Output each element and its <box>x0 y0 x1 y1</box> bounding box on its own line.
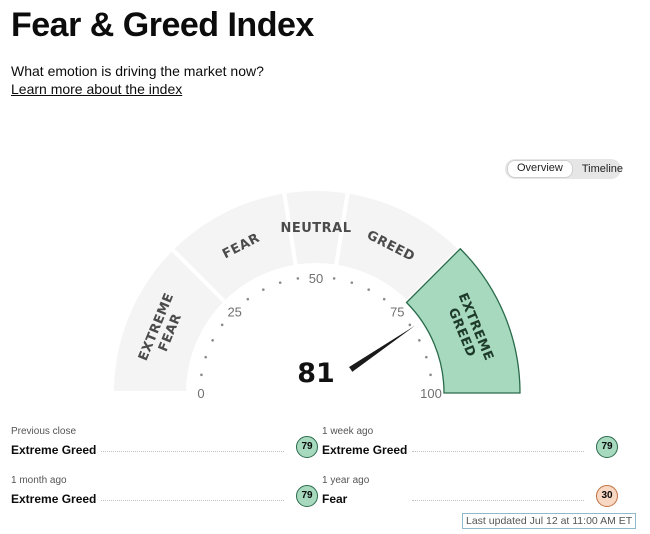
tick-label-25: 25 <box>227 305 241 320</box>
tick-dot <box>220 323 224 327</box>
zone-label-neutral: NEUTRAL <box>280 221 351 236</box>
gauge-hub <box>274 351 358 420</box>
tick-dot <box>408 323 412 327</box>
stat-label: 1 month ago <box>11 475 67 486</box>
tick-dot <box>332 277 336 280</box>
page-title: Fear & Greed Index <box>11 6 314 44</box>
dotted-leader <box>101 500 284 501</box>
stat-value: Extreme Greed <box>11 443 97 457</box>
stat-value: Extreme Greed <box>322 443 408 457</box>
page-subtitle: What emotion is driving the market now? <box>11 63 264 79</box>
tick-dot <box>418 339 421 342</box>
score-badge: 79 <box>596 436 618 458</box>
tick-dot <box>246 297 250 301</box>
tick-dot <box>367 288 370 291</box>
stat-label: Previous close <box>11 426 77 437</box>
learn-more-link[interactable]: Learn more about the index <box>11 81 183 97</box>
gauge-segments <box>109 187 521 395</box>
stat-label: 1 year ago <box>322 475 370 486</box>
tick-dot <box>262 288 265 291</box>
score-badge: 79 <box>296 436 318 458</box>
tick-label-100: 100 <box>420 386 442 401</box>
tick-dot <box>204 355 207 359</box>
tick-dot <box>429 373 432 377</box>
tick-dot <box>425 355 428 359</box>
gauge-score: 81 <box>297 358 335 389</box>
tick-dot <box>200 373 203 377</box>
tick-dot <box>278 281 282 284</box>
stat-month-ago: 1 month ago Extreme Greed 79 <box>11 475 318 510</box>
dotted-leader <box>101 451 284 452</box>
tick-dot <box>350 281 354 284</box>
tick-dot <box>211 339 214 342</box>
timeline-tab[interactable]: Timeline <box>581 163 624 175</box>
tick-dot <box>382 297 386 301</box>
gauge-tick-labels: 0 25 50 75 100 <box>197 271 441 401</box>
gauge-tick-dots <box>200 277 432 377</box>
stat-previous-close: Previous close Extreme Greed 79 <box>11 426 318 461</box>
score-badge: 30 <box>596 485 618 507</box>
gauge-segment-extreme-greed <box>405 247 521 394</box>
tick-label-50: 50 <box>309 271 323 286</box>
view-toggle: Overview Timeline <box>505 159 623 179</box>
stat-year-ago: 1 year ago Fear 30 <box>322 475 618 510</box>
score-badge: 79 <box>296 485 318 507</box>
tick-label-75: 75 <box>390 305 404 320</box>
zone-label-extreme-greed: EXTREMEGREED <box>441 291 496 369</box>
gauge-needle <box>342 325 416 377</box>
dotted-leader <box>412 500 584 501</box>
stat-week-ago: 1 week ago Extreme Greed 79 <box>322 426 618 461</box>
stat-label: 1 week ago <box>322 426 374 437</box>
stat-value: Extreme Greed <box>11 492 97 506</box>
tick-dot <box>296 277 300 280</box>
last-updated: Last updated Jul 12 at 11:00 AM ET <box>462 513 637 529</box>
dotted-leader <box>412 451 584 452</box>
stat-value: Fear <box>322 492 348 506</box>
overview-tab[interactable]: Overview <box>507 160 573 178</box>
tick-label-0: 0 <box>197 386 204 401</box>
